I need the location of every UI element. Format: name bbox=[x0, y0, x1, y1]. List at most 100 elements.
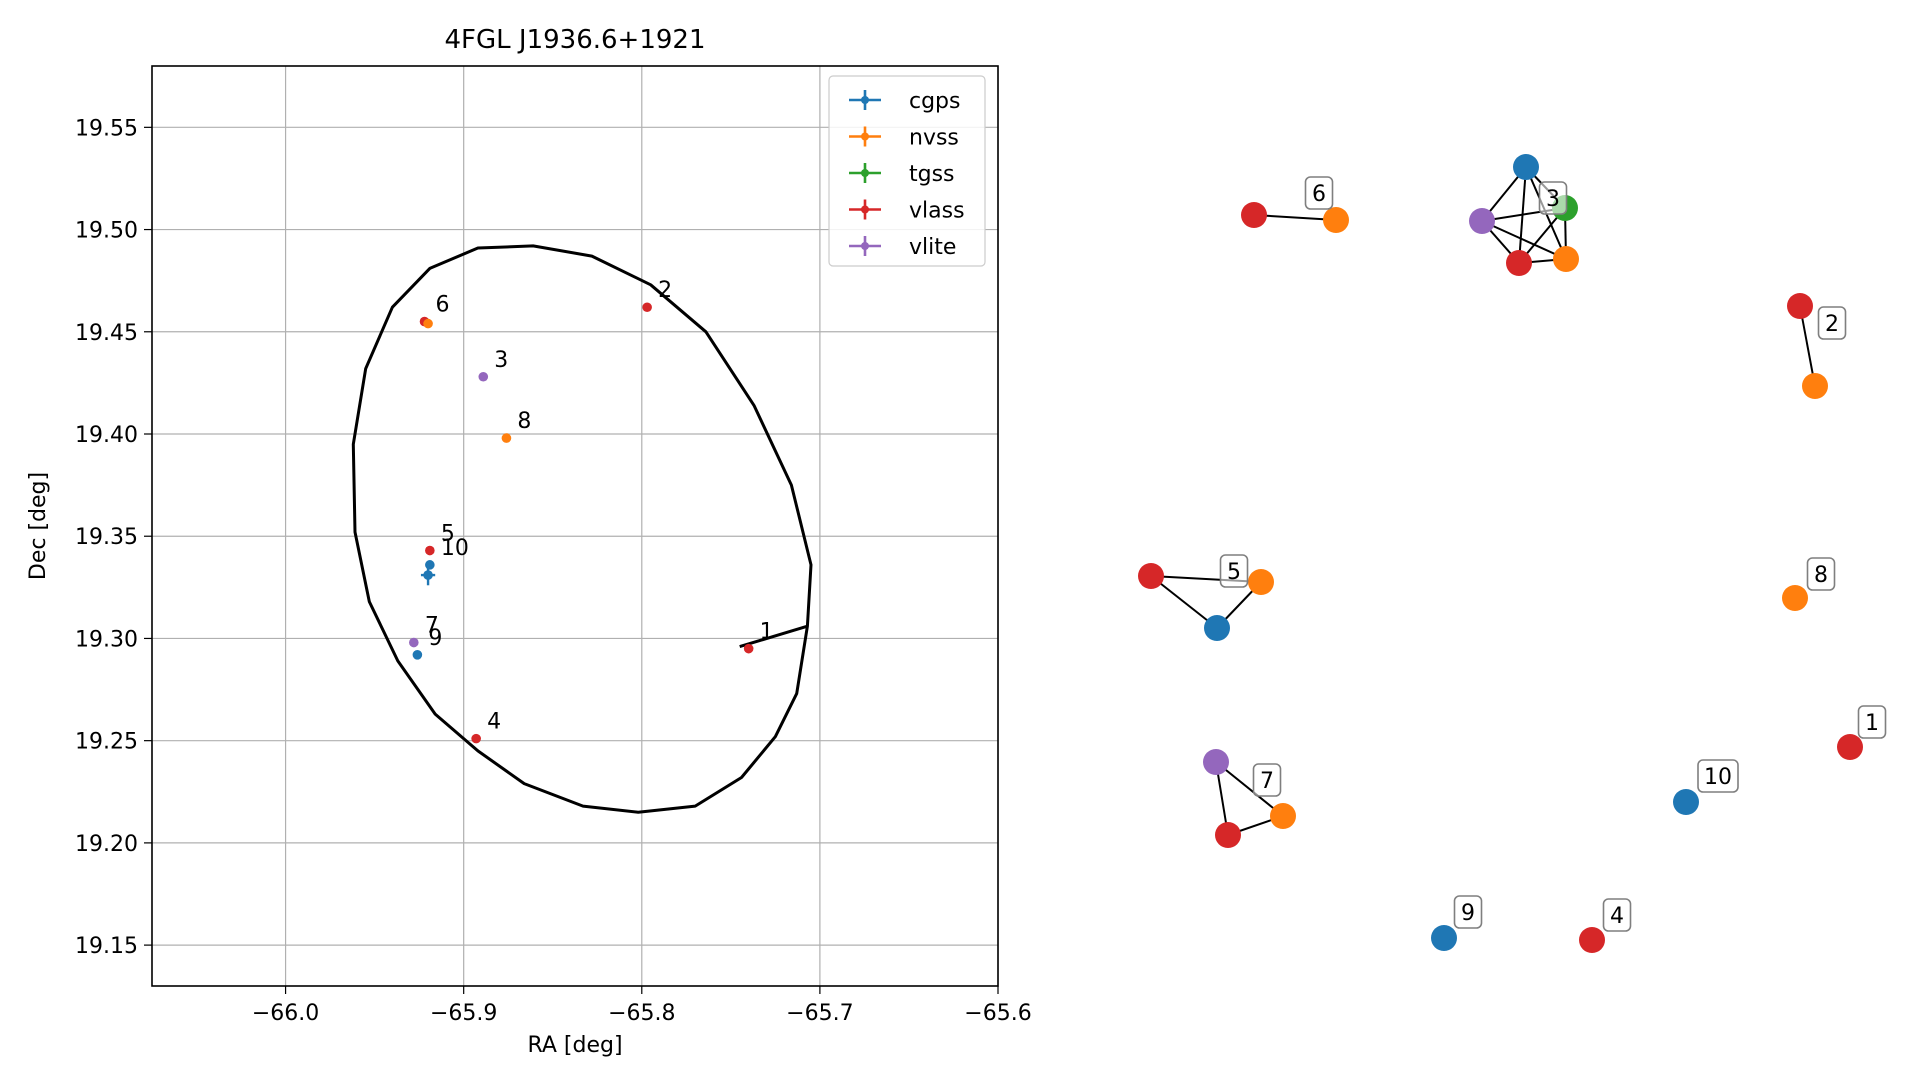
legend-entry-tgss: tgss bbox=[909, 162, 955, 187]
network-node-nvss bbox=[1553, 246, 1579, 272]
label-text: 9 bbox=[1461, 901, 1475, 926]
network-node-label: 6 bbox=[1304, 176, 1334, 210]
x-tick-label: −66.0 bbox=[252, 1001, 319, 1026]
legend-entry-nvss: nvss bbox=[909, 126, 959, 151]
chart-title: 4FGL J1936.6+1921 bbox=[445, 25, 706, 55]
y-tick-label: 19.25 bbox=[75, 730, 138, 755]
label-text: 6 bbox=[1312, 182, 1326, 207]
y-tick-label: 19.20 bbox=[75, 832, 138, 857]
legend-marker-dot bbox=[861, 242, 869, 250]
source-point-cgps bbox=[412, 650, 423, 660]
network-node-cgps bbox=[1673, 789, 1699, 815]
y-tick-label: 19.55 bbox=[75, 116, 138, 141]
legend-entry-vlass: vlass bbox=[909, 199, 965, 224]
source-point-vlite bbox=[409, 637, 419, 648]
legend-entry-cgps: cgps bbox=[909, 89, 961, 114]
source-point-vlass bbox=[642, 302, 652, 313]
network-edge bbox=[1150, 575, 1218, 629]
network-node-cgps bbox=[1513, 154, 1539, 180]
network-node-nvss bbox=[1782, 585, 1808, 611]
source-point-cgps bbox=[423, 570, 433, 580]
source-point-nvss bbox=[423, 318, 433, 329]
network-node-label: 8 bbox=[1806, 557, 1836, 591]
network-edges bbox=[1150, 166, 1816, 836]
source-point-vlite bbox=[478, 371, 489, 382]
x-tick-label: −65.8 bbox=[608, 1001, 675, 1026]
legend-box bbox=[828, 75, 986, 267]
legend-entry-vlite: vlite bbox=[909, 235, 956, 260]
network-node-label: 3 bbox=[1538, 181, 1568, 215]
source-label: 10 bbox=[441, 536, 469, 561]
network-node-nvss bbox=[1270, 803, 1296, 829]
network-node-vlass bbox=[1837, 734, 1863, 760]
network-node-label: 2 bbox=[1817, 306, 1847, 340]
label-text: 10 bbox=[1704, 765, 1732, 790]
source-label: 4 bbox=[487, 710, 501, 735]
source-point-cgps bbox=[425, 560, 435, 570]
label-box bbox=[1453, 895, 1483, 929]
network-edge bbox=[1481, 220, 1567, 260]
label-text: 3 bbox=[1546, 187, 1560, 212]
legend-marker-dot bbox=[861, 205, 869, 214]
network-node-labels: 1 2 3 4 5 6 7 8 9 10 bbox=[1219, 176, 1887, 932]
label-text: 7 bbox=[1260, 769, 1274, 794]
legend-marker-dot bbox=[861, 132, 869, 141]
source-label: 5 bbox=[441, 522, 455, 547]
network-node-label: 1 bbox=[1857, 705, 1887, 739]
y-tick-label: 19.15 bbox=[75, 934, 138, 959]
network-node-label: 5 bbox=[1219, 554, 1249, 588]
network-node-nvss bbox=[1248, 569, 1274, 595]
sky-position-plot: 1 2 3 4 5 6 7 8 9 10 −66.0 −65.9 −65.8 −65.7 −65.6 19.… bbox=[26, 25, 1032, 1058]
y-tick-label: 19.35 bbox=[75, 525, 138, 550]
label-box bbox=[1697, 759, 1739, 793]
y-axis-label: Dec [deg] bbox=[26, 472, 51, 580]
crossmatch-network-graph: 1 2 3 4 5 6 7 8 9 10 bbox=[1138, 154, 1887, 953]
y-tick-label: 19.30 bbox=[75, 627, 138, 652]
label-box bbox=[1857, 705, 1887, 739]
legend: cgps nvss tgss vlass vlite bbox=[828, 75, 986, 267]
label-box bbox=[1304, 176, 1334, 210]
network-node-label: 10 bbox=[1697, 759, 1739, 793]
network-edge bbox=[1253, 214, 1337, 221]
network-node-vlite bbox=[1469, 208, 1495, 234]
network-node-cgps bbox=[1204, 615, 1230, 641]
source-point-nvss bbox=[501, 433, 512, 443]
source-points-layer: 1 2 3 4 5 6 7 8 9 10 bbox=[409, 278, 774, 744]
network-node-vlass bbox=[1215, 822, 1241, 848]
localization-ellipse bbox=[351, 244, 813, 814]
source-point-vlass bbox=[425, 545, 435, 556]
source-label: 1 bbox=[760, 620, 774, 645]
network-nodes bbox=[1138, 154, 1863, 953]
source-label: 7 bbox=[425, 614, 439, 639]
y-tick-label: 19.45 bbox=[75, 321, 138, 346]
source-point-vlass bbox=[471, 733, 481, 744]
network-node-vlass bbox=[1579, 927, 1605, 953]
network-node-cgps bbox=[1431, 925, 1457, 951]
label-box bbox=[1806, 557, 1836, 591]
label-text: 1 bbox=[1865, 711, 1879, 736]
source-label: 2 bbox=[658, 278, 672, 303]
source-point-vlass bbox=[743, 643, 754, 654]
x-tick-label: −65.7 bbox=[786, 1001, 853, 1026]
network-edge bbox=[1215, 761, 1284, 817]
legend-marker-dot bbox=[861, 96, 869, 104]
network-node-vlass bbox=[1138, 563, 1164, 589]
network-node-vlass bbox=[1241, 202, 1267, 228]
label-box bbox=[1219, 554, 1249, 588]
y-tick-label: 19.40 bbox=[75, 423, 138, 448]
network-node-label: 7 bbox=[1252, 763, 1282, 797]
network-node-label: 9 bbox=[1453, 895, 1483, 929]
source-label: 3 bbox=[494, 348, 508, 373]
y-tick-label: 19.50 bbox=[75, 219, 138, 244]
label-box bbox=[1602, 898, 1632, 932]
network-node-label: 4 bbox=[1602, 898, 1632, 932]
label-box bbox=[1817, 306, 1847, 340]
source-label: 9 bbox=[428, 626, 442, 651]
label-box bbox=[1538, 181, 1568, 215]
label-text: 2 bbox=[1825, 312, 1839, 337]
label-text: 8 bbox=[1814, 563, 1828, 588]
x-tick-label: −65.6 bbox=[964, 1001, 1031, 1026]
network-node-nvss bbox=[1323, 207, 1349, 233]
localization-ellipse-layer bbox=[351, 244, 813, 814]
